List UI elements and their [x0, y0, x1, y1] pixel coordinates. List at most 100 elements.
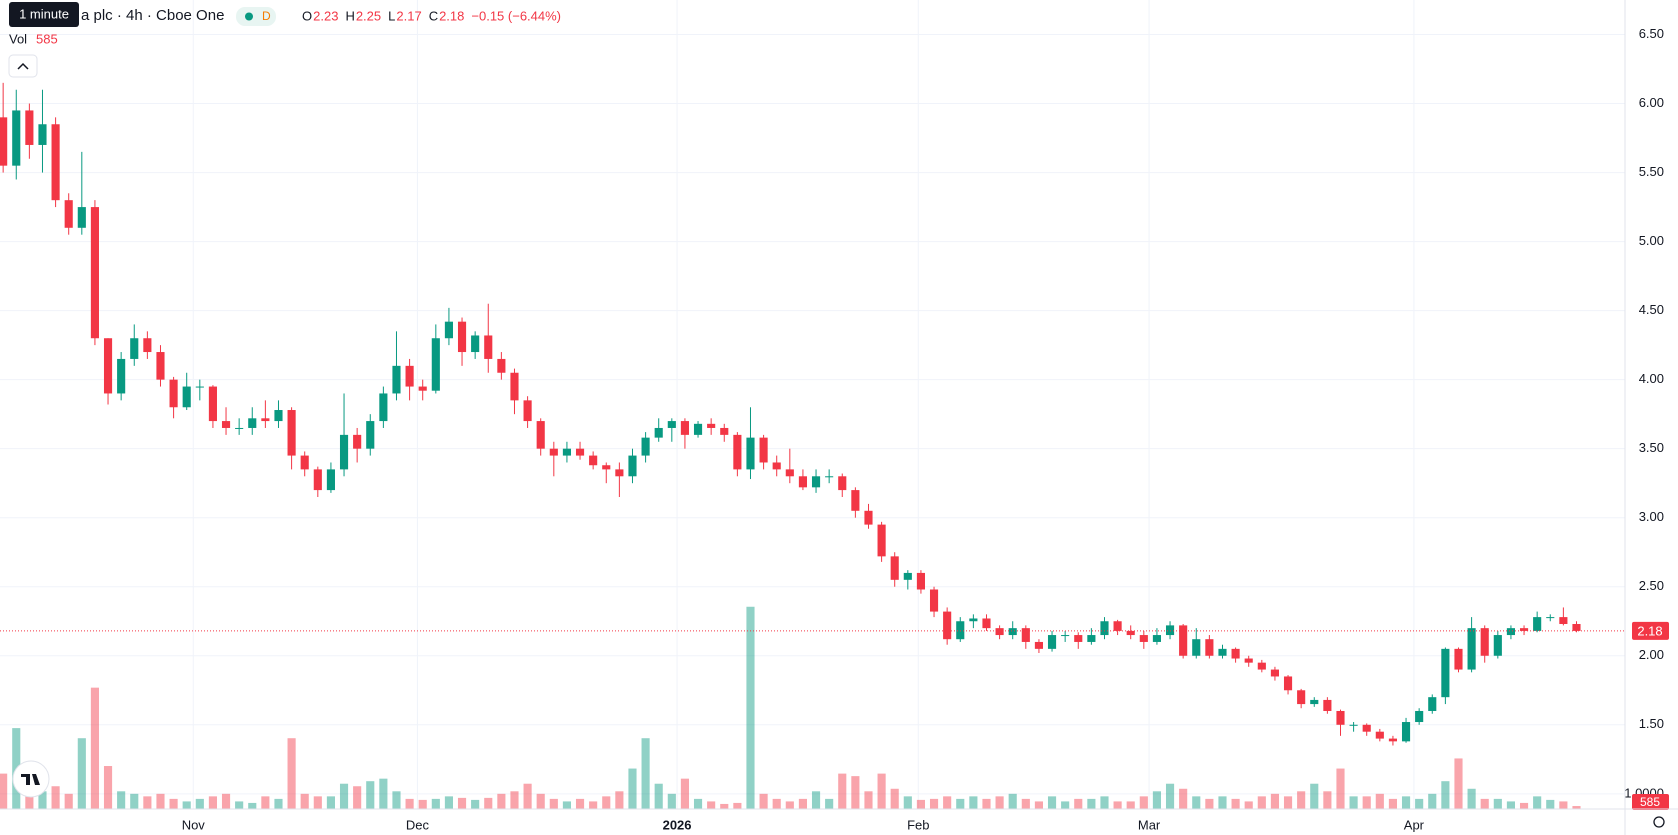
last-volume-bg — [1632, 794, 1669, 811]
candle-body — [1179, 625, 1188, 656]
volume-bar — [1205, 798, 1214, 809]
candle-body — [1519, 628, 1529, 631]
volume-bar — [1362, 796, 1371, 809]
candle-body — [221, 421, 231, 428]
tooltip: 1 minute — [19, 6, 69, 21]
volume-bar — [261, 796, 270, 809]
candle-body — [1480, 628, 1489, 656]
ohlc-value: 2.18 — [439, 8, 464, 23]
volume-label: Vol — [9, 31, 27, 46]
candle-body — [1139, 635, 1148, 642]
ohlc-key: O — [302, 8, 312, 23]
candle-body — [943, 611, 952, 640]
candle-body — [1218, 648, 1227, 656]
volume-bar — [877, 773, 886, 809]
candle-body — [497, 358, 506, 373]
volume-bar — [693, 798, 703, 809]
candle-body — [182, 386, 191, 408]
candle-body — [903, 572, 912, 580]
volume-bar — [1572, 806, 1581, 809]
candle-body — [1205, 639, 1214, 656]
candle-body — [1336, 710, 1345, 725]
candle-body — [156, 352, 165, 380]
volume-bar — [1310, 783, 1319, 809]
candle-body — [287, 410, 296, 456]
settings-icon[interactable] — [1653, 816, 1665, 828]
candle-body — [0, 117, 8, 166]
ohlc-key: L — [388, 8, 395, 23]
y-tick-label: 3.00 — [1639, 509, 1664, 524]
volume-bar — [1034, 801, 1043, 809]
y-tick-label: 2.00 — [1639, 647, 1664, 662]
volume-bar — [1100, 796, 1109, 809]
volume-bar — [1192, 796, 1201, 809]
candle-body — [1257, 662, 1266, 670]
candle-body — [1310, 699, 1319, 705]
volume-bar — [916, 799, 925, 809]
candle-body — [811, 476, 821, 488]
candle-body — [772, 462, 781, 470]
volume-bar — [969, 796, 978, 809]
candle-body — [1244, 658, 1253, 663]
volume-bar — [982, 798, 991, 809]
volume-bar — [103, 766, 113, 809]
volume-bar — [1047, 796, 1057, 809]
volume-bar — [825, 798, 834, 809]
candle-body — [798, 476, 807, 488]
last-volume-label: 585 — [1640, 795, 1660, 809]
candle-body — [326, 469, 335, 491]
candle-body — [1113, 621, 1122, 631]
candle-body — [300, 455, 309, 470]
y-tick-label: 2.50 — [1639, 578, 1664, 593]
volume-bar — [64, 793, 73, 809]
volume-bar — [1519, 802, 1529, 809]
candle-body — [929, 589, 939, 612]
volume-bar — [156, 793, 165, 809]
y-tick-label: 4.50 — [1639, 302, 1664, 317]
candle-body — [208, 386, 217, 422]
candle-body — [589, 455, 598, 466]
candle-body — [274, 410, 283, 422]
candle-body — [575, 448, 585, 456]
session: D — [262, 9, 271, 23]
logo-mark — [21, 774, 40, 785]
volume-bar — [1165, 783, 1175, 809]
volume-bar — [851, 776, 860, 809]
candle-body — [1047, 635, 1057, 649]
candle-body — [339, 434, 349, 470]
candle-body — [1087, 635, 1096, 642]
y-tick-label: 1.50 — [1639, 716, 1664, 731]
volume-bar — [117, 791, 126, 809]
candle-body — [1546, 617, 1555, 619]
logo[interactable] — [12, 760, 50, 798]
volume-bar — [392, 791, 401, 809]
candle-body — [235, 427, 244, 429]
volume-bar — [1323, 791, 1332, 809]
price-pane — [0, 82, 1581, 746]
candle-body — [562, 448, 571, 456]
volume-bar — [1533, 796, 1542, 809]
volume-bar — [1152, 791, 1161, 809]
volume-bar — [811, 791, 821, 809]
candle-body — [746, 437, 755, 470]
x-tick-label: Mar — [1138, 817, 1161, 832]
candle-body — [759, 437, 768, 463]
candle-body — [785, 469, 794, 477]
candle-body — [353, 434, 362, 449]
volume-bar — [25, 793, 34, 809]
volume-bar — [418, 799, 427, 809]
volume-bar — [1139, 796, 1148, 809]
volume-bar — [654, 783, 663, 809]
ohlc-value: 2.25 — [356, 8, 381, 23]
volume-bar — [405, 798, 414, 809]
candle-body — [1100, 621, 1109, 636]
status-pill[interactable] — [236, 7, 276, 26]
candle-body — [313, 469, 322, 491]
symbol-title[interactable]: a plc · 4h · Cboe One — [81, 7, 224, 24]
candle-body — [667, 421, 676, 428]
candle-body — [1375, 731, 1384, 739]
volume-bar — [77, 738, 86, 809]
collapse-button[interactable] — [8, 54, 38, 78]
volume-bar — [536, 793, 545, 809]
y-tick-label: 5.00 — [1639, 233, 1664, 248]
